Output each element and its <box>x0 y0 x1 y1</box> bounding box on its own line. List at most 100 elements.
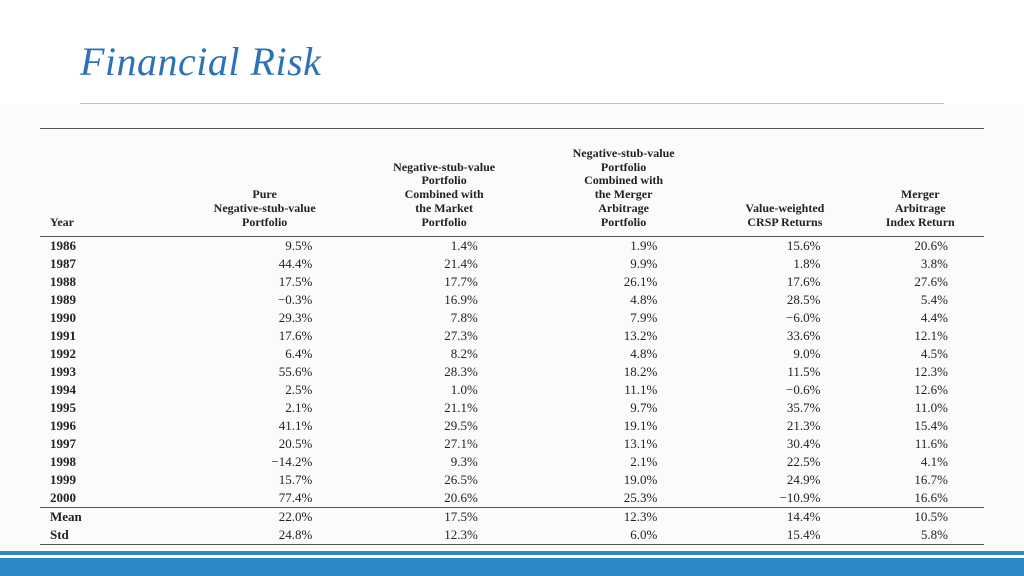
cell-value: 9.5% <box>175 236 354 255</box>
cell-value: 25.3% <box>534 489 713 508</box>
row-label: 1998 <box>40 453 175 471</box>
cell-value: 5.8% <box>856 526 984 545</box>
cell-value: 13.1% <box>534 435 713 453</box>
cell-value: −6.0% <box>713 309 856 327</box>
cell-value: 12.3% <box>856 363 984 381</box>
row-label: 1992 <box>40 345 175 363</box>
cell-value: 17.7% <box>354 273 533 291</box>
row-label: 1989 <box>40 291 175 309</box>
cell-value: 8.2% <box>354 345 533 363</box>
cell-value: 13.2% <box>534 327 713 345</box>
cell-value: 4.5% <box>856 345 984 363</box>
footer-bar <box>0 551 1024 576</box>
cell-value: −10.9% <box>713 489 856 508</box>
cell-value: 12.6% <box>856 381 984 399</box>
col-header: MergerArbitrageIndex Return <box>856 129 984 237</box>
cell-value: 1.8% <box>713 255 856 273</box>
cell-value: 16.6% <box>856 489 984 508</box>
row-label: 1996 <box>40 417 175 435</box>
cell-value: 21.4% <box>354 255 533 273</box>
cell-value: 3.8% <box>856 255 984 273</box>
cell-value: 1.4% <box>354 236 533 255</box>
col-header: Value-weightedCRSP Returns <box>713 129 856 237</box>
cell-value: 16.9% <box>354 291 533 309</box>
cell-value: 28.5% <box>713 291 856 309</box>
cell-value: 44.4% <box>175 255 354 273</box>
col-header: Negative-stub-valuePortfolioCombined wit… <box>354 129 533 237</box>
cell-value: 19.1% <box>534 417 713 435</box>
cell-value: 17.6% <box>175 327 354 345</box>
row-label: 2000 <box>40 489 175 508</box>
cell-value: 15.4% <box>856 417 984 435</box>
cell-value: 17.5% <box>354 507 533 526</box>
cell-value: 20.6% <box>354 489 533 508</box>
cell-value: 4.8% <box>534 345 713 363</box>
row-label: 1990 <box>40 309 175 327</box>
row-label: 1999 <box>40 471 175 489</box>
cell-value: 20.5% <box>175 435 354 453</box>
cell-value: 1.0% <box>354 381 533 399</box>
cell-value: 12.3% <box>534 507 713 526</box>
col-header: PureNegative-stub-valuePortfolio <box>175 129 354 237</box>
cell-value: 33.6% <box>713 327 856 345</box>
cell-value: 22.0% <box>175 507 354 526</box>
cell-value: 15.4% <box>713 526 856 545</box>
cell-value: 9.0% <box>713 345 856 363</box>
table-container: YearPureNegative-stub-valuePortfolioNega… <box>0 104 1024 568</box>
cell-value: 7.8% <box>354 309 533 327</box>
cell-value: 27.3% <box>354 327 533 345</box>
cell-value: 55.6% <box>175 363 354 381</box>
cell-value: 26.5% <box>354 471 533 489</box>
cell-value: 35.7% <box>713 399 856 417</box>
cell-value: 2.1% <box>534 453 713 471</box>
cell-value: 77.4% <box>175 489 354 508</box>
row-label: 1986 <box>40 236 175 255</box>
row-label: 1987 <box>40 255 175 273</box>
cell-value: 24.9% <box>713 471 856 489</box>
cell-value: −0.6% <box>713 381 856 399</box>
row-label: 1991 <box>40 327 175 345</box>
cell-value: 26.1% <box>534 273 713 291</box>
row-label: 1995 <box>40 399 175 417</box>
row-label: 1988 <box>40 273 175 291</box>
cell-value: 2.1% <box>175 399 354 417</box>
row-label: 1993 <box>40 363 175 381</box>
cell-value: 15.6% <box>713 236 856 255</box>
cell-value: 29.5% <box>354 417 533 435</box>
cell-value: 14.4% <box>713 507 856 526</box>
cell-value: 17.5% <box>175 273 354 291</box>
cell-value: −14.2% <box>175 453 354 471</box>
cell-value: 1.9% <box>534 236 713 255</box>
cell-value: 2.5% <box>175 381 354 399</box>
cell-value: 12.3% <box>354 526 533 545</box>
cell-value: 9.9% <box>534 255 713 273</box>
cell-value: 11.1% <box>534 381 713 399</box>
cell-value: 7.9% <box>534 309 713 327</box>
cell-value: 11.6% <box>856 435 984 453</box>
row-label: Std <box>40 526 175 545</box>
cell-value: 28.3% <box>354 363 533 381</box>
row-label: 1994 <box>40 381 175 399</box>
cell-value: 17.6% <box>713 273 856 291</box>
cell-value: 15.7% <box>175 471 354 489</box>
cell-value: 27.1% <box>354 435 533 453</box>
cell-value: 4.8% <box>534 291 713 309</box>
cell-value: 9.3% <box>354 453 533 471</box>
row-label: Mean <box>40 507 175 526</box>
cell-value: −0.3% <box>175 291 354 309</box>
cell-value: 41.1% <box>175 417 354 435</box>
col-year: Year <box>40 129 175 237</box>
cell-value: 12.1% <box>856 327 984 345</box>
cell-value: 9.7% <box>534 399 713 417</box>
cell-value: 4.1% <box>856 453 984 471</box>
cell-value: 11.5% <box>713 363 856 381</box>
cell-value: 24.8% <box>175 526 354 545</box>
cell-value: 11.0% <box>856 399 984 417</box>
cell-value: 6.0% <box>534 526 713 545</box>
cell-value: 19.0% <box>534 471 713 489</box>
col-header: Negative-stub-valuePortfolioCombined wit… <box>534 129 713 237</box>
cell-value: 21.1% <box>354 399 533 417</box>
cell-value: 18.2% <box>534 363 713 381</box>
cell-value: 27.6% <box>856 273 984 291</box>
cell-value: 16.7% <box>856 471 984 489</box>
